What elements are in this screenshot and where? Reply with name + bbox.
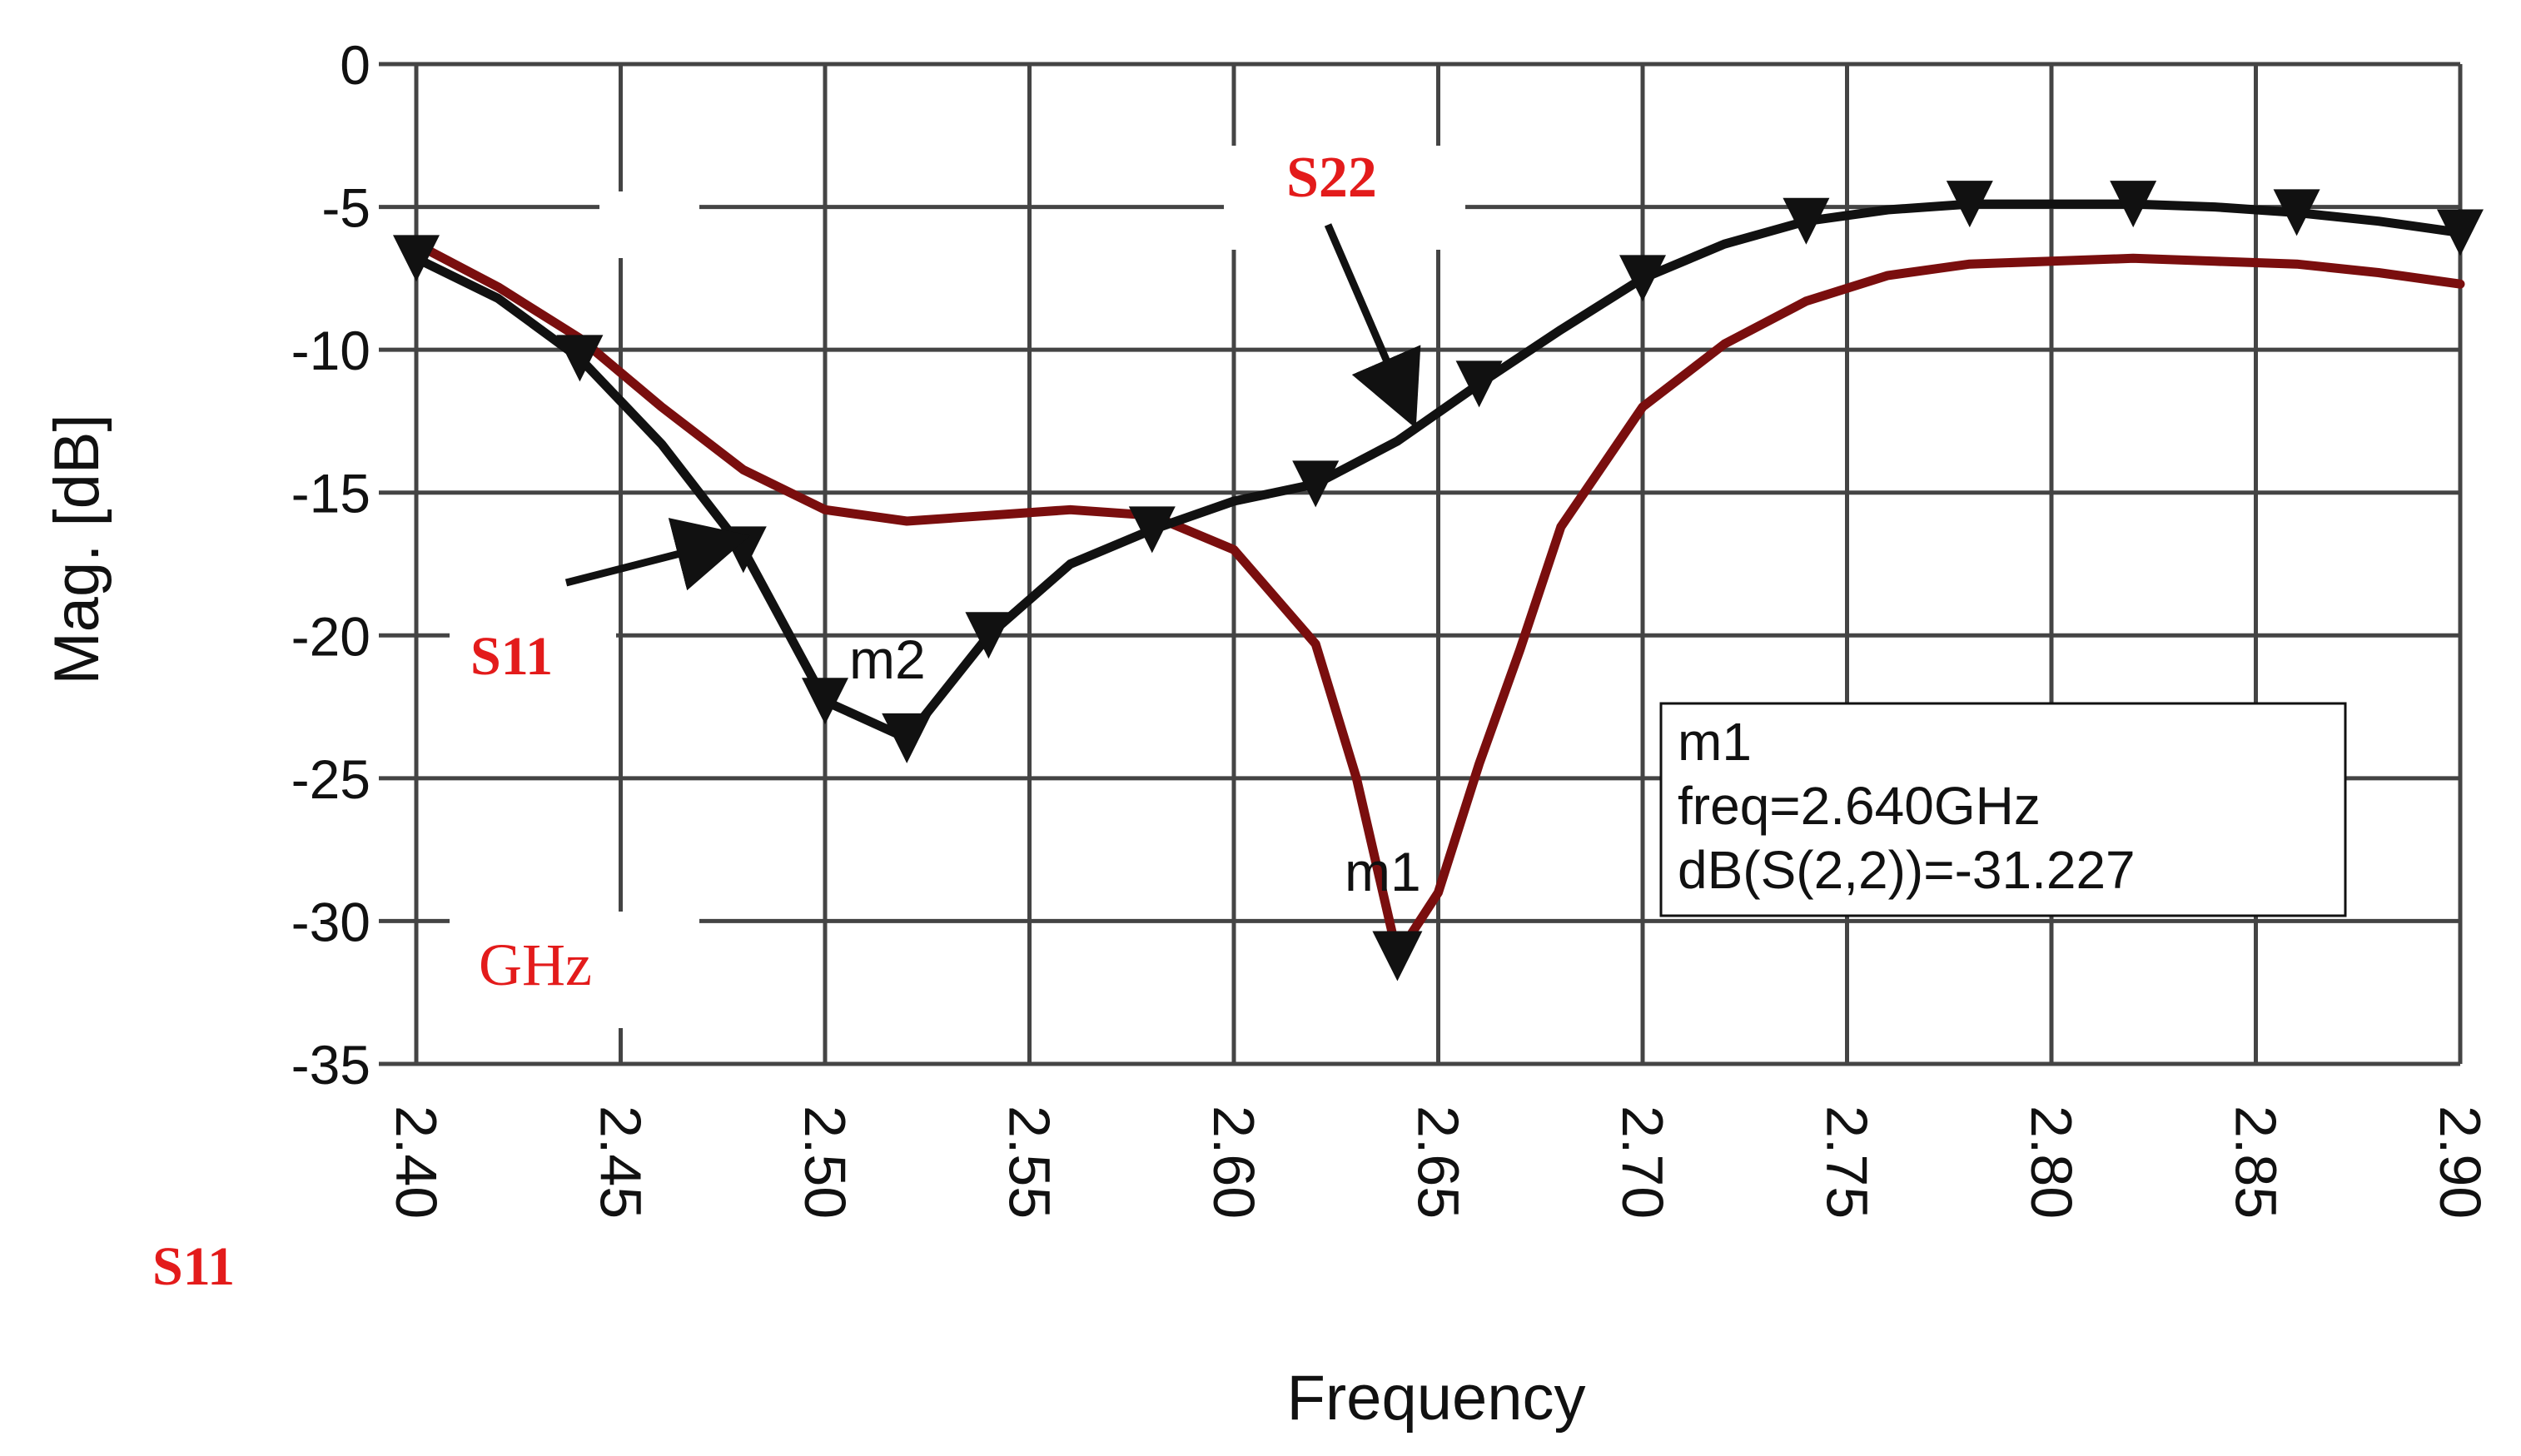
readout-line-1: m1 <box>1678 712 1752 772</box>
readout-line-3: dB(S(2,2))=-31.227 <box>1678 840 2136 900</box>
series-line-s22 <box>411 199 2465 743</box>
marker-label-m2: m2 <box>849 629 926 690</box>
x-tick-label-3: 2.55 <box>997 1106 1062 1219</box>
y-tick-label-4: -20 <box>291 605 370 667</box>
label-patch-2 <box>450 912 699 1028</box>
x-tick-label-2: 2.50 <box>793 1106 858 1219</box>
label-patch-3 <box>599 191 699 258</box>
series-marker-s22-11 <box>1946 181 1993 228</box>
bottom-s11-label: S11 <box>152 1236 235 1297</box>
series-marker-s22-1 <box>556 335 604 382</box>
x-tick-label-10: 2.90 <box>2428 1106 2493 1219</box>
series-marker-s22-6 <box>1128 506 1176 554</box>
x-tick-label-9: 2.85 <box>2224 1106 2289 1219</box>
series-layer <box>393 181 2484 981</box>
series-marker-s22-12 <box>2110 181 2157 228</box>
s22-label: S22 <box>1286 146 1377 210</box>
y-tick-label-6: -30 <box>291 891 370 952</box>
x-tick-label-8: 2.80 <box>2019 1106 2084 1219</box>
x-axis-title: Frequency <box>1286 1363 1585 1434</box>
s11-arrow <box>564 518 751 591</box>
series-marker-s22-7 <box>1292 460 1340 508</box>
x-tick-label-0: 2.40 <box>384 1106 449 1219</box>
series-marker-s22-9 <box>1619 255 1666 302</box>
y-tick-label-0: 0 <box>340 34 370 96</box>
y-axis-title: Mag. [dB] <box>42 414 112 684</box>
ghz-label: GHz <box>479 932 592 998</box>
series-marker-s22-8 <box>1455 360 1503 408</box>
y-tick-label-7: -35 <box>291 1034 370 1096</box>
marker-label-m1: m1 <box>1345 841 1421 902</box>
x-tick-label-7: 2.75 <box>1815 1106 1880 1219</box>
x-tick-label-6: 2.70 <box>1610 1106 1675 1219</box>
s22-arrow <box>1324 223 1421 429</box>
readout-line-2: freq=2.640GHz <box>1678 776 2041 836</box>
y-tick-label-3: -15 <box>291 463 370 524</box>
x-tick-label-1: 2.45 <box>589 1106 654 1219</box>
label-backgrounds <box>450 146 1465 1028</box>
series-marker-s22-5 <box>965 612 1012 659</box>
y-tick-label-2: -10 <box>291 320 370 381</box>
marker-readout-box: m1 freq=2.640GHz dB(S(2,2))=-31.227 <box>1659 702 2347 917</box>
label-patch-1 <box>450 620 616 712</box>
series-marker-s22-13 <box>2273 189 2320 236</box>
tick-layer: 0 -5 -10 -15 -20 -25 -30 -352.40 2.45 2.50 2.55 2.6… <box>291 34 2493 1219</box>
y-tick-label-1: -5 <box>321 177 370 239</box>
x-tick-label-5: 2.65 <box>1406 1106 1471 1219</box>
marker-point-m2 <box>882 713 932 763</box>
s11-label: S11 <box>470 626 553 687</box>
series-marker-s22-10 <box>1783 197 1830 245</box>
series-marker-s22-0 <box>393 235 440 282</box>
series-marker-s22-2 <box>719 526 767 574</box>
series-marker-s22-3 <box>802 678 848 725</box>
marker-point-m1 <box>1372 931 1423 981</box>
label-patch-0 <box>1224 146 1465 250</box>
x-tick-label-4: 2.60 <box>1201 1106 1266 1219</box>
y-tick-label-5: -25 <box>291 748 370 810</box>
series-marker-s22-14 <box>2437 209 2484 256</box>
series-line-s11 <box>411 239 2465 961</box>
